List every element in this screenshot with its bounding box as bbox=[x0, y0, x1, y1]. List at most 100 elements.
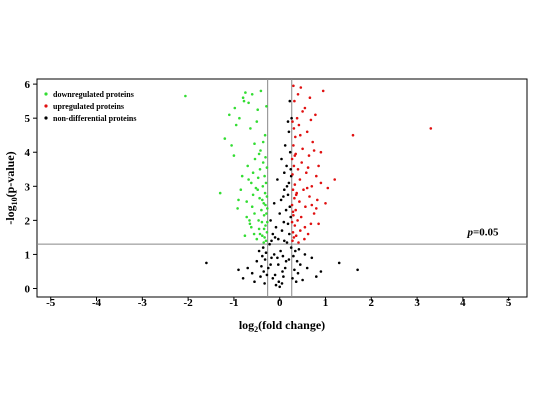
point-downregulated-36 bbox=[259, 149, 262, 152]
point-upregulated-2 bbox=[333, 178, 337, 181]
point-downregulated-33 bbox=[257, 227, 261, 231]
point-non-differential-47 bbox=[281, 270, 284, 273]
point-non-differential-1 bbox=[237, 268, 240, 272]
point-upregulated-49 bbox=[291, 231, 295, 234]
point-non-differential-26 bbox=[297, 248, 301, 251]
point-downregulated-67 bbox=[247, 178, 250, 181]
data-points bbox=[184, 84, 433, 289]
point-non-differential-83 bbox=[277, 237, 280, 241]
point-non-differential-3 bbox=[246, 266, 249, 270]
point-upregulated-19 bbox=[305, 171, 308, 174]
point-downregulated-44 bbox=[262, 241, 266, 244]
point-non-differential-82 bbox=[279, 198, 283, 202]
point-upregulated-61 bbox=[310, 203, 314, 207]
point-non-differential-72 bbox=[274, 283, 278, 287]
point-downregulated-14 bbox=[242, 99, 246, 103]
point-non-differential-52 bbox=[285, 185, 289, 188]
point-downregulated-41 bbox=[261, 185, 265, 188]
point-non-differential-40 bbox=[273, 273, 277, 277]
point-non-differential-39 bbox=[272, 202, 276, 205]
point-non-differential-22 bbox=[305, 266, 309, 270]
point-downregulated-70 bbox=[256, 188, 260, 191]
legend-label-non-differential: non-differential proteins bbox=[53, 114, 136, 123]
point-non-differential-54 bbox=[287, 130, 291, 134]
point-non-differential-8 bbox=[259, 275, 262, 278]
point-upregulated-4 bbox=[321, 89, 325, 93]
point-upregulated-35 bbox=[295, 116, 299, 120]
point-upregulated-7 bbox=[316, 198, 319, 202]
point-downregulated-24 bbox=[251, 171, 255, 174]
point-upregulated-44 bbox=[293, 99, 296, 103]
point-upregulated-70 bbox=[292, 127, 296, 130]
point-upregulated-11 bbox=[311, 140, 315, 144]
point-downregulated-47 bbox=[263, 174, 266, 178]
point-downregulated-18 bbox=[247, 101, 250, 105]
x-axis-label-sub: 2 bbox=[254, 325, 258, 334]
x-tick-label--4: -4 bbox=[92, 297, 102, 309]
point-upregulated-41 bbox=[293, 224, 297, 227]
point-upregulated-24 bbox=[301, 147, 304, 151]
point-downregulated-40 bbox=[261, 234, 264, 237]
point-downregulated-6 bbox=[233, 106, 237, 110]
point-upregulated-10 bbox=[312, 212, 316, 215]
point-non-differential-56 bbox=[289, 168, 293, 171]
point-non-differential-85 bbox=[286, 193, 290, 197]
point-downregulated-52 bbox=[264, 181, 268, 185]
point-upregulated-21 bbox=[303, 106, 307, 110]
point-downregulated-4 bbox=[230, 144, 233, 147]
point-downregulated-62 bbox=[253, 142, 256, 145]
point-non-differential-38 bbox=[271, 232, 275, 236]
point-non-differential-37 bbox=[270, 256, 273, 260]
point-downregulated-16 bbox=[245, 215, 248, 219]
point-non-differential-69 bbox=[280, 282, 284, 285]
point-non-differential-80 bbox=[284, 208, 288, 212]
point-upregulated-68 bbox=[294, 193, 298, 197]
point-downregulated-31 bbox=[256, 176, 260, 180]
point-non-differential-9 bbox=[260, 265, 263, 268]
pvalue-annotation-italic: p bbox=[466, 227, 473, 239]
x-tick-label-2: 2 bbox=[369, 297, 375, 309]
point-non-differential-59 bbox=[288, 99, 292, 103]
point-downregulated-53 bbox=[264, 239, 268, 243]
point-non-differential-25 bbox=[299, 263, 302, 266]
point-non-differential-46 bbox=[280, 157, 283, 161]
point-non-differential-63 bbox=[280, 229, 284, 232]
point-upregulated-3 bbox=[326, 186, 330, 190]
point-non-differential-31 bbox=[293, 268, 296, 272]
point-downregulated-75 bbox=[264, 156, 267, 159]
point-downregulated-7 bbox=[234, 123, 238, 127]
point-non-differential-57 bbox=[289, 246, 293, 249]
point-non-differential-33 bbox=[291, 277, 294, 280]
point-upregulated-65 bbox=[324, 202, 327, 205]
point-upregulated-39 bbox=[294, 208, 298, 212]
point-upregulated-45 bbox=[292, 236, 296, 239]
point-downregulated-38 bbox=[260, 208, 263, 212]
y-axis-label-sub: 10 bbox=[10, 197, 19, 205]
point-upregulated-42 bbox=[293, 183, 297, 186]
point-non-differential-81 bbox=[282, 220, 286, 224]
point-non-differential-74 bbox=[287, 258, 291, 261]
point-non-differential-43 bbox=[277, 263, 280, 266]
legend-dot-upregulated bbox=[44, 104, 48, 108]
point-upregulated-50 bbox=[291, 188, 295, 191]
pvalue-annotation-rest: =0.05 bbox=[473, 227, 499, 239]
point-upregulated-0 bbox=[429, 127, 433, 130]
point-upregulated-14 bbox=[308, 96, 312, 99]
point-downregulated-72 bbox=[261, 198, 264, 202]
point-downregulated-63 bbox=[255, 120, 259, 123]
point-upregulated-40 bbox=[294, 135, 297, 139]
x-tick-label-3: 3 bbox=[414, 297, 420, 309]
point-downregulated-9 bbox=[237, 198, 240, 202]
point-upregulated-73 bbox=[309, 118, 313, 122]
point-downregulated-27 bbox=[253, 157, 257, 161]
point-downregulated-54 bbox=[265, 212, 268, 215]
x-tick-label-1: 1 bbox=[323, 297, 329, 309]
point-downregulated-32 bbox=[257, 219, 260, 222]
y-tick-label-0: 0 bbox=[25, 283, 31, 295]
point-upregulated-67 bbox=[299, 133, 302, 137]
point-non-differential-48 bbox=[282, 195, 285, 198]
point-upregulated-64 bbox=[319, 181, 323, 185]
y-axis-label-suffix: (p-value) bbox=[3, 151, 17, 197]
point-upregulated-29 bbox=[298, 178, 302, 181]
x-tick-label-4: 4 bbox=[460, 297, 466, 309]
